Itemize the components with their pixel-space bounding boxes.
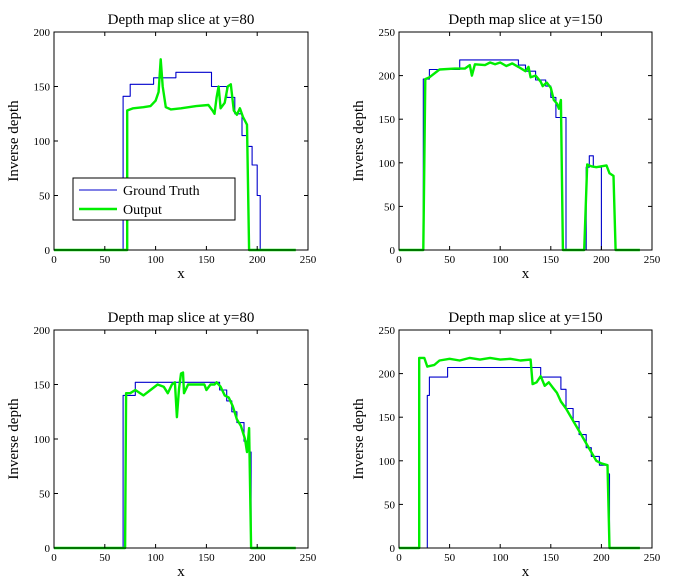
x-tick-label: 150 xyxy=(543,552,560,564)
plot-frame xyxy=(398,31,653,251)
y-tick-label: 200 xyxy=(34,27,51,39)
y-tick-label: 250 xyxy=(379,325,396,337)
x-tick-label: 100 xyxy=(147,254,164,266)
x-axis-label: x xyxy=(522,564,530,580)
y-tick-label: 50 xyxy=(384,201,396,213)
legend-box xyxy=(72,177,236,221)
x-axis-label: x xyxy=(177,564,185,580)
x-tick-label: 150 xyxy=(198,552,215,564)
chart-top-left: Depth map slice at y=80 0 50 100 150 200 250 0 5… xyxy=(6,12,317,282)
y-tick-label: 100 xyxy=(379,456,396,468)
series-line-ground-truth xyxy=(399,59,640,251)
series-line-output xyxy=(399,356,640,550)
series-line-output xyxy=(54,58,296,252)
x-axis-label: x xyxy=(177,266,185,282)
y-tick-label: 150 xyxy=(34,380,51,392)
y-axis-label: Inverse depth xyxy=(6,398,22,480)
x-tick-label: 250 xyxy=(644,552,661,564)
y-tick-label: 200 xyxy=(34,325,51,337)
chart-top-right: Depth map slice at y=150 0 50 100 150 200 250 0… xyxy=(351,12,661,282)
y-tick-label: 100 xyxy=(34,434,51,446)
y-tick-label: 0 xyxy=(390,543,396,555)
y-tick-label: 250 xyxy=(379,27,396,39)
x-tick-label: 50 xyxy=(444,552,456,564)
y-tick-label: 100 xyxy=(379,158,396,170)
y-tick-label: 50 xyxy=(39,191,51,203)
y-axis-label: Inverse depth xyxy=(351,398,367,480)
chart-bottom-right: Depth map slice at y=150 0 50 100 150 200 250 0… xyxy=(351,310,661,580)
x-tick-label: 0 xyxy=(51,254,57,266)
x-tick-label: 50 xyxy=(444,254,456,266)
x-tick-label: 200 xyxy=(593,254,610,266)
x-tick-label: 0 xyxy=(51,552,57,564)
series-line-ground-truth xyxy=(54,71,296,251)
chart-title: Depth map slice at y=80 xyxy=(108,12,255,28)
y-tick-label: 0 xyxy=(390,245,396,257)
x-tick-label: 250 xyxy=(300,254,317,266)
y-tick-label: 50 xyxy=(384,499,396,511)
legend-label-output: Output xyxy=(123,203,162,218)
x-tick-label: 100 xyxy=(492,254,509,266)
legend-label-ground-truth: Ground Truth xyxy=(123,184,200,199)
y-tick-label: 150 xyxy=(379,114,396,126)
x-tick-label: 250 xyxy=(644,254,661,266)
x-tick-label: 150 xyxy=(198,254,215,266)
chart-bottom-left: Depth map slice at y=80 0 50 100 150 200 250 0 5… xyxy=(6,310,317,580)
x-axis-label: x xyxy=(522,266,530,282)
series-line-ground-truth xyxy=(399,366,640,549)
x-tick-label: 50 xyxy=(99,552,111,564)
x-tick-label: 100 xyxy=(147,552,164,564)
x-tick-label: 250 xyxy=(300,552,317,564)
y-tick-label: 100 xyxy=(34,136,51,148)
y-tick-label: 150 xyxy=(379,412,396,424)
legend: Ground Truth Output xyxy=(72,177,236,221)
x-tick-label: 200 xyxy=(593,552,610,564)
y-tick-label: 50 xyxy=(39,489,51,501)
x-tick-label: 200 xyxy=(249,552,266,564)
y-tick-label: 0 xyxy=(45,245,51,257)
y-axis-label: Inverse depth xyxy=(351,100,367,182)
x-tick-label: 200 xyxy=(249,254,266,266)
plot-frame xyxy=(53,329,309,549)
chart-title: Depth map slice at y=80 xyxy=(108,310,255,326)
x-tick-label: 50 xyxy=(99,254,111,266)
plot-frame xyxy=(398,329,653,549)
x-tick-label: 0 xyxy=(396,552,402,564)
y-tick-label: 150 xyxy=(34,82,51,94)
y-tick-label: 200 xyxy=(379,71,396,83)
x-tick-label: 150 xyxy=(543,254,560,266)
x-tick-label: 0 xyxy=(396,254,402,266)
y-tick-label: 0 xyxy=(45,543,51,555)
y-axis-label: Inverse depth xyxy=(6,100,22,182)
chart-title: Depth map slice at y=150 xyxy=(448,310,602,326)
y-tick-label: 200 xyxy=(379,369,396,381)
series-line-ground-truth xyxy=(54,381,296,549)
chart-title: Depth map slice at y=150 xyxy=(448,12,602,28)
series-line-output xyxy=(54,371,296,550)
series-line-output xyxy=(399,61,640,252)
x-tick-label: 100 xyxy=(492,552,509,564)
